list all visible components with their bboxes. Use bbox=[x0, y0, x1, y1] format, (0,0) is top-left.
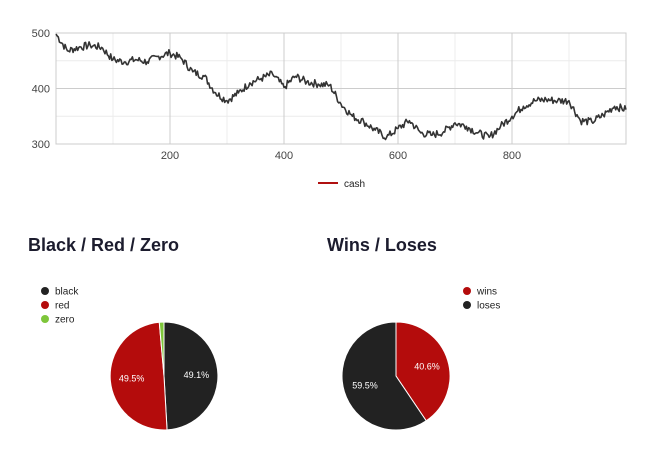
cash-data-point bbox=[397, 128, 399, 130]
cash-data-point bbox=[523, 105, 525, 107]
slice-label-loses: 59.5% bbox=[352, 380, 378, 390]
y-tick-label: 500 bbox=[32, 28, 50, 40]
pie-slice-wins bbox=[395, 321, 451, 422]
cash-data-point bbox=[135, 59, 137, 61]
cash-data-point bbox=[226, 100, 228, 102]
legend-swatch-zero bbox=[41, 315, 49, 323]
cash-data-point bbox=[295, 75, 297, 77]
cash-data-point bbox=[557, 100, 559, 102]
pie-slice-black bbox=[163, 321, 219, 431]
cash-data-point bbox=[580, 120, 582, 122]
cash-data-point bbox=[477, 132, 479, 134]
cash-line-chart: 200 400 600 800 300 400 500 cash bbox=[32, 28, 627, 190]
cash-data-point bbox=[272, 73, 274, 75]
cash-data-point bbox=[602, 114, 604, 116]
cash-data-point bbox=[238, 92, 240, 94]
cash-data-point bbox=[249, 82, 251, 84]
cash-data-point bbox=[55, 33, 57, 35]
cash-data-point bbox=[534, 100, 536, 102]
pie-slice-zero bbox=[158, 321, 165, 377]
legend-label-red: red bbox=[55, 301, 69, 312]
slice-label-wins: 40.6% bbox=[414, 362, 440, 372]
cash-data-point bbox=[89, 44, 91, 46]
cash-data-point bbox=[78, 47, 80, 49]
cash-data-point bbox=[101, 47, 103, 49]
cash-data-point bbox=[306, 81, 308, 83]
wins-loses-pie-chart: Wins / Loses wins loses 40.6% 59.5% bbox=[327, 235, 500, 431]
line-chart-legend: cash bbox=[318, 179, 365, 190]
cash-data-point bbox=[181, 58, 183, 60]
cash-data-point bbox=[591, 121, 593, 123]
cash-data-point bbox=[443, 131, 445, 133]
cash-data-point bbox=[329, 84, 331, 86]
x-tick-label: 200 bbox=[161, 150, 179, 162]
x-tick-label: 600 bbox=[389, 150, 407, 162]
cash-data-point bbox=[409, 120, 411, 122]
legend-label-black: black bbox=[55, 287, 79, 298]
slice-label-black: 49.1% bbox=[184, 370, 210, 380]
cash-series-line bbox=[55, 33, 627, 141]
cash-data-point bbox=[260, 78, 262, 80]
cash-data-point bbox=[386, 137, 388, 139]
cash-data-point bbox=[158, 56, 160, 58]
cash-data-point bbox=[352, 115, 354, 117]
cash-data-point bbox=[169, 52, 171, 54]
cash-data-point bbox=[511, 115, 513, 117]
cash-data-point bbox=[614, 105, 616, 107]
legend-label-loses: loses bbox=[477, 301, 500, 312]
legend-swatch-wins bbox=[463, 287, 471, 295]
cash-data-point bbox=[466, 125, 468, 127]
cash-data-point bbox=[203, 75, 205, 77]
cash-data-point bbox=[500, 125, 502, 127]
cash-data-point bbox=[146, 61, 148, 63]
y-tick-label: 300 bbox=[32, 139, 50, 151]
cash-data-point bbox=[340, 103, 342, 105]
legend-label-zero: zero bbox=[55, 315, 75, 326]
cash-data-point bbox=[215, 92, 217, 94]
x-tick-label: 800 bbox=[503, 150, 521, 162]
cash-data-point bbox=[545, 99, 547, 101]
cash-data-point bbox=[317, 83, 319, 85]
pie-slice-loses bbox=[341, 321, 427, 431]
black-red-zero-pie-chart: Black / Red / Zero black red zero 49.1% 49.5% bbox=[28, 235, 219, 431]
cash-data-point bbox=[420, 132, 422, 134]
cash-data-point bbox=[363, 121, 365, 123]
legend-swatch-black bbox=[41, 287, 49, 295]
cash-data-point bbox=[283, 87, 285, 89]
pie-slice-red bbox=[109, 321, 168, 431]
cash-data-point bbox=[431, 134, 433, 136]
slice-label-red: 49.5% bbox=[119, 373, 145, 383]
grid bbox=[56, 32, 626, 145]
cash-data-point bbox=[568, 100, 570, 102]
cash-data-point bbox=[67, 50, 69, 52]
cash-data-point bbox=[112, 59, 114, 61]
cash-data-point bbox=[488, 137, 490, 139]
legend-swatch-red bbox=[41, 301, 49, 309]
pie-chart-title: Wins / Loses bbox=[327, 235, 437, 255]
legend-label-cash: cash bbox=[344, 179, 365, 190]
cash-data-point bbox=[124, 61, 126, 63]
x-tick-label: 400 bbox=[275, 150, 293, 162]
y-tick-label: 400 bbox=[32, 84, 50, 96]
pie-chart-title: Black / Red / Zero bbox=[28, 235, 179, 255]
cash-data-point bbox=[374, 129, 376, 131]
cash-data-point bbox=[192, 71, 194, 73]
plot-area-border bbox=[55, 32, 627, 145]
legend-swatch-loses bbox=[463, 301, 471, 309]
pie-legend: black red zero bbox=[41, 287, 79, 326]
cash-data-point bbox=[454, 122, 456, 124]
legend-label-wins: wins bbox=[476, 287, 497, 298]
pie-legend: wins loses bbox=[463, 287, 500, 312]
cash-data-point bbox=[625, 109, 627, 111]
